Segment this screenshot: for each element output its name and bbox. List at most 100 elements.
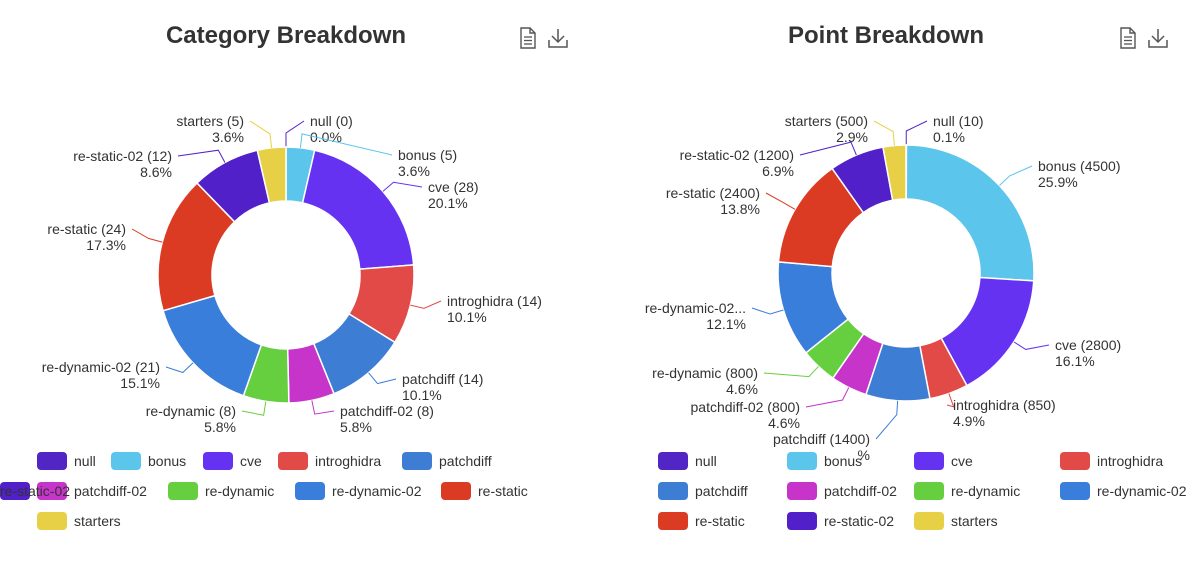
- legend-item-introghidra[interactable]: introghidra: [278, 452, 381, 470]
- leader-line-patchdiff: [875, 400, 899, 440]
- slice-label-re-static-02: re-static-02 (1200) 6.9%: [680, 147, 794, 179]
- leader-line-re-dynamic: [763, 366, 819, 378]
- legend-label: patchdiff-02: [74, 483, 147, 499]
- leader-line-re-dynamic-02: [751, 307, 784, 315]
- slice-label-cve: cve (28) 20.1%: [428, 179, 479, 211]
- legend-label: patchdiff-02: [824, 483, 897, 499]
- slice-label-re-static-02: re-static-02 (12) 8.6%: [73, 148, 172, 180]
- slice-re-dynamic-02[interactable]: [162, 294, 263, 397]
- chart-title: Category Breakdown: [165, 22, 407, 49]
- slice-label-cve: cve (2800) 16.1%: [1055, 337, 1121, 369]
- download-icon[interactable]: [1147, 26, 1169, 50]
- leader-line-cve: [382, 181, 423, 192]
- leader-line-re-static: [765, 192, 796, 210]
- legend-label: null: [74, 453, 96, 469]
- slice-starters[interactable]: [256, 146, 287, 204]
- slice-label-null: null (10) 0.1%: [933, 113, 984, 145]
- legend-item-re-dynamic-02[interactable]: re-dynamic-02: [1060, 482, 1187, 500]
- legend-swatch: [278, 452, 308, 470]
- legend-swatch: [914, 512, 944, 530]
- legend-item-starters[interactable]: starters: [914, 512, 998, 530]
- legend-item-null[interactable]: null: [658, 452, 717, 470]
- legend-item-introghidra[interactable]: introghidra: [1060, 452, 1163, 470]
- leader-line-patchdiff-02: [805, 387, 850, 408]
- slice-label-starters: starters (5) 3.6%: [176, 113, 244, 145]
- leader-line-re-static-02: [799, 141, 857, 156]
- document-icon[interactable]: [517, 26, 539, 50]
- leader-line-cve: [1013, 341, 1050, 350]
- legend-swatch: [37, 512, 67, 530]
- legend-item-cve[interactable]: cve: [203, 452, 262, 470]
- legend-label: starters: [951, 513, 998, 529]
- legend-label: re-static: [695, 513, 745, 529]
- legend-item-re-dynamic[interactable]: re-dynamic: [914, 482, 1020, 500]
- point-breakdown-panel: Point Breakdown null (10) 0.1% bonus (4500…: [600, 0, 1200, 568]
- legend-label: re-static-02: [0, 483, 70, 499]
- legend-label: re-dynamic: [951, 483, 1020, 499]
- legend-item-patchdiff[interactable]: patchdiff: [658, 482, 748, 500]
- legend-item-patchdiff-02[interactable]: patchdiff-02: [787, 482, 897, 500]
- legend-swatch: [203, 452, 233, 470]
- legend-label: cve: [240, 453, 262, 469]
- slice-label-starters: starters (500) 2.9%: [785, 113, 868, 145]
- category-breakdown-panel: Category Breakdown null (0) 0.0% bonus (5)…: [0, 22, 569, 530]
- legend-label: introghidra: [315, 453, 381, 469]
- slice-label-re-dynamic-02: re-dynamic-02 (21) 15.1%: [42, 359, 160, 391]
- legend-label: patchdiff: [695, 483, 748, 499]
- legend-swatch: [441, 482, 471, 500]
- legend-swatch: [111, 452, 141, 470]
- legend-item-re-static[interactable]: re-static: [658, 512, 745, 530]
- legend-item-re-static-02[interactable]: re-static-02: [0, 482, 70, 500]
- legend-swatch: [658, 482, 688, 500]
- leader-line-re-static-02: [177, 149, 226, 163]
- slice-label-patchdiff-02: patchdiff-02 (800) 4.6%: [691, 399, 800, 431]
- leader-line-introghidra: [410, 300, 442, 309]
- legend-item-re-static[interactable]: re-static: [441, 482, 528, 500]
- legend-item-re-dynamic-02[interactable]: re-dynamic-02: [295, 482, 422, 500]
- leader-line-patchdiff: [368, 372, 397, 385]
- legend-swatch: [787, 452, 817, 470]
- legend-item-cve[interactable]: cve: [914, 452, 973, 470]
- slice-label-bonus: bonus (4500) 25.9%: [1038, 158, 1121, 190]
- legend-swatch: [1060, 452, 1090, 470]
- legend-swatch: [658, 512, 688, 530]
- legend-swatch: [787, 482, 817, 500]
- legend-item-patchdiff-02[interactable]: patchdiff-02: [37, 482, 147, 500]
- legend-item-re-static-02[interactable]: re-static-02: [787, 512, 894, 530]
- slice-bonus[interactable]: [905, 144, 1035, 282]
- legend-swatch: [787, 512, 817, 530]
- point-donut-chart: null (10) 0.1% bonus (4500) 25.9% cve (2800)…: [645, 113, 1187, 530]
- leader-line-re-dynamic: [241, 401, 267, 416]
- legend-item-patchdiff[interactable]: patchdiff: [402, 452, 492, 470]
- download-icon[interactable]: [547, 26, 569, 50]
- legend-label: re-dynamic: [205, 483, 274, 499]
- slice-label-introghidra: introghidra (14) 10.1%: [447, 293, 542, 325]
- leader-line-starters: [873, 120, 895, 146]
- legend-label: re-dynamic-02: [332, 483, 422, 499]
- slice-label-patchdiff-02: patchdiff-02 (8) 5.8%: [340, 403, 434, 435]
- legend-label: starters: [74, 513, 121, 529]
- legend-swatch: [914, 452, 944, 470]
- category-donut-chart: null (0) 0.0% bonus (5) 3.6%cve (28) 20.1% in…: [0, 113, 542, 530]
- legend-item-bonus[interactable]: bonus: [111, 452, 186, 470]
- legend-item-bonus[interactable]: bonus: [787, 452, 862, 470]
- document-icon[interactable]: [1117, 26, 1139, 50]
- slice-cve[interactable]: [301, 149, 415, 270]
- slice-label-patchdiff: patchdiff (14) 10.1%: [402, 371, 483, 403]
- slice-label-re-dynamic-02: re-dynamic-02... 12.1%: [645, 300, 746, 332]
- legend-swatch: [1060, 482, 1090, 500]
- leader-line-null: [905, 120, 928, 146]
- legend-item-re-dynamic[interactable]: re-dynamic: [168, 482, 274, 500]
- leader-line-re-static: [131, 228, 163, 243]
- slice-starters[interactable]: [882, 144, 907, 202]
- legend-label: bonus: [824, 453, 862, 469]
- legend-swatch: [295, 482, 325, 500]
- legend-label: re-dynamic-02: [1097, 483, 1187, 499]
- leader-line-starters: [249, 120, 273, 148]
- leader-line-patchdiff-02: [311, 400, 335, 415]
- slice-label-re-static: re-static (24) 17.3%: [47, 221, 126, 253]
- legend-item-starters[interactable]: starters: [37, 512, 121, 530]
- slice-label-re-dynamic: re-dynamic (8) 5.8%: [146, 403, 236, 435]
- legend-swatch: [658, 452, 688, 470]
- legend-item-null[interactable]: null: [37, 452, 96, 470]
